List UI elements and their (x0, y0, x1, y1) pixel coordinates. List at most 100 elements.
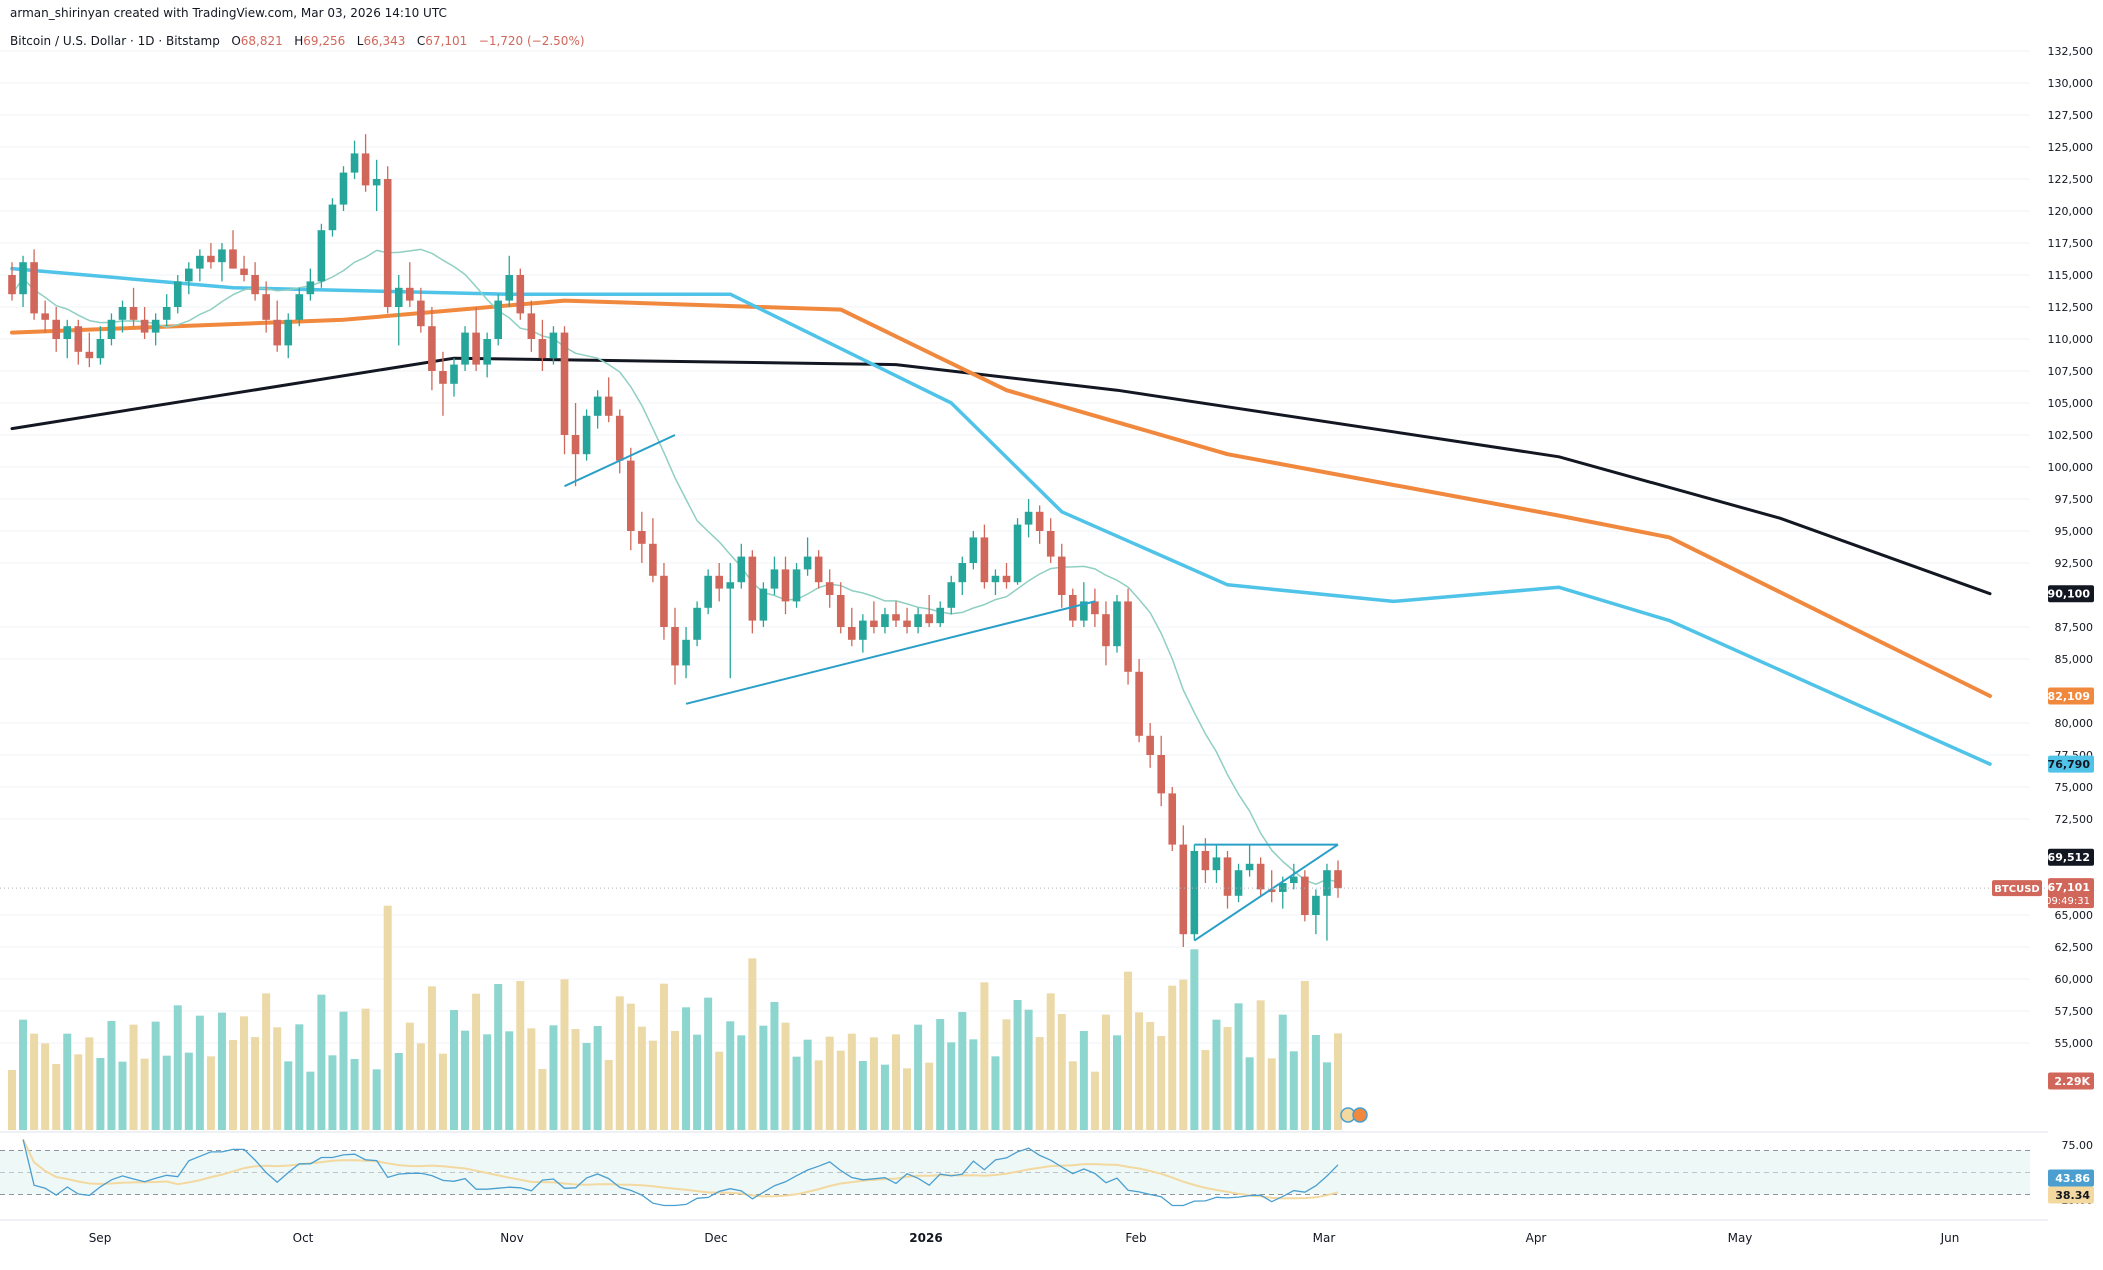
price-tick-label: 112,500 (2048, 301, 2094, 314)
volume-bar (1168, 985, 1177, 1130)
candle-body (1334, 870, 1342, 889)
volume-bar (140, 1058, 149, 1130)
volume-bar (41, 1043, 50, 1130)
volume-bar (1212, 1019, 1221, 1130)
candle-body (107, 319, 116, 339)
volume-bar (516, 981, 525, 1130)
rsi-ma-tag-bg (2048, 1186, 2094, 1204)
candle-body (1278, 883, 1287, 892)
volume-bar (1124, 971, 1133, 1130)
candle-body (649, 543, 657, 576)
candle-body (262, 294, 270, 320)
price-tick-label: 120,000 (2048, 205, 2094, 218)
volume-bar (969, 1039, 978, 1130)
ma-cyan-line (10, 266, 1992, 766)
volume-bar (582, 1043, 591, 1130)
price-tag: 76,790 (2048, 758, 2091, 771)
volume-bar (1068, 1061, 1077, 1130)
volume-bar (372, 1069, 381, 1130)
volume-bar (339, 1011, 348, 1130)
volume-bar (1300, 981, 1309, 1130)
current-price-tag-bg (2048, 878, 2094, 909)
price-tag: 82,109 (2048, 690, 2090, 703)
candle-body (892, 614, 900, 621)
symbol-name[interactable]: Bitcoin / U.S. Dollar · 1D · Bitstamp (10, 34, 220, 48)
volume-bar (30, 1033, 39, 1130)
candle-body (704, 575, 712, 608)
time-axis-label: Jun (1940, 1231, 1960, 1245)
volume-bar (737, 1035, 746, 1130)
price-tick-label: 125,000 (2048, 141, 2094, 154)
candle-body (19, 262, 27, 295)
price-tick-label: 122,500 (2048, 173, 2094, 186)
volume-bar (682, 1007, 691, 1130)
ohlc-close: C67,101 (416, 34, 468, 48)
volume-bar (1157, 1036, 1166, 1130)
price-tick-label: 72,500 (2055, 813, 2094, 826)
candle-body (8, 275, 16, 295)
price-tick-label: 62,500 (2055, 941, 2094, 954)
volume-bar (1024, 1009, 1033, 1130)
volume-bar (1179, 979, 1188, 1130)
candle-body (516, 275, 525, 314)
candle-body (814, 556, 823, 583)
time-axis-label: Oct (293, 1231, 314, 1245)
candle-body (1113, 601, 1121, 647)
trendline-nov-channel (564, 434, 676, 488)
price-tag: 69,512 (2048, 851, 2090, 864)
volume-tag-bg (2048, 1072, 2094, 1090)
volume-bar (184, 1052, 193, 1130)
price-tick-label: 60,000 (2055, 973, 2094, 986)
candle-body (96, 339, 105, 359)
candle-body (1323, 870, 1331, 896)
volume-bar (63, 1033, 72, 1130)
candle-body (1013, 524, 1022, 583)
time-axis-label: Sep (89, 1231, 112, 1245)
candle-body (549, 332, 558, 359)
volume-bar (383, 905, 392, 1130)
volume-bar (229, 1040, 237, 1130)
trendline-dec-jan-support (685, 600, 1096, 705)
candle-body (914, 614, 922, 627)
candle-body (1256, 863, 1265, 890)
volume-bar (350, 1059, 359, 1130)
volume-bar (571, 1029, 580, 1130)
candle-body (151, 319, 160, 333)
candle-body (129, 307, 138, 320)
candle-body (825, 582, 834, 595)
candle-body (903, 620, 911, 627)
ma-orange-line (10, 298, 1992, 698)
volume-bar (494, 984, 503, 1130)
price-axis: 132,500 130,000 127,500 125,000 122,500 120,0… (2048, 45, 2094, 1050)
candle-body (251, 275, 259, 295)
time-axis-label: Nov (500, 1231, 523, 1245)
volume-bar (262, 993, 271, 1130)
volume-bar (8, 1070, 16, 1130)
volume-bar (560, 979, 569, 1130)
volume-bar (759, 1025, 768, 1130)
volume-bar (96, 1058, 105, 1130)
candle-body (1290, 876, 1298, 883)
price-tick-label: 110,000 (2048, 333, 2094, 346)
volume-bar (129, 1024, 138, 1130)
volume-bar (251, 1037, 260, 1130)
candle-body (383, 179, 392, 307)
trendline-triangle-bottom (1193, 843, 1339, 942)
candle-body (372, 179, 381, 186)
candle-body (770, 569, 779, 589)
volume-bar (394, 1053, 403, 1130)
price-tick-label: 107,500 (2048, 365, 2094, 378)
volume-tag: 2.29K (2054, 1075, 2090, 1088)
candle-body (472, 332, 480, 365)
candle-body (350, 153, 359, 173)
candle-body (726, 582, 735, 589)
volume-bar (295, 1024, 304, 1130)
current-price-tag: 67,101 (2048, 881, 2090, 894)
price-tick-label: 85,000 (2055, 653, 2094, 666)
volume-bar (328, 1055, 337, 1130)
volume-bar (781, 1022, 790, 1130)
candle-body (1201, 851, 1210, 871)
volume-bar (1322, 1062, 1331, 1130)
volume-bar (1245, 1057, 1254, 1130)
